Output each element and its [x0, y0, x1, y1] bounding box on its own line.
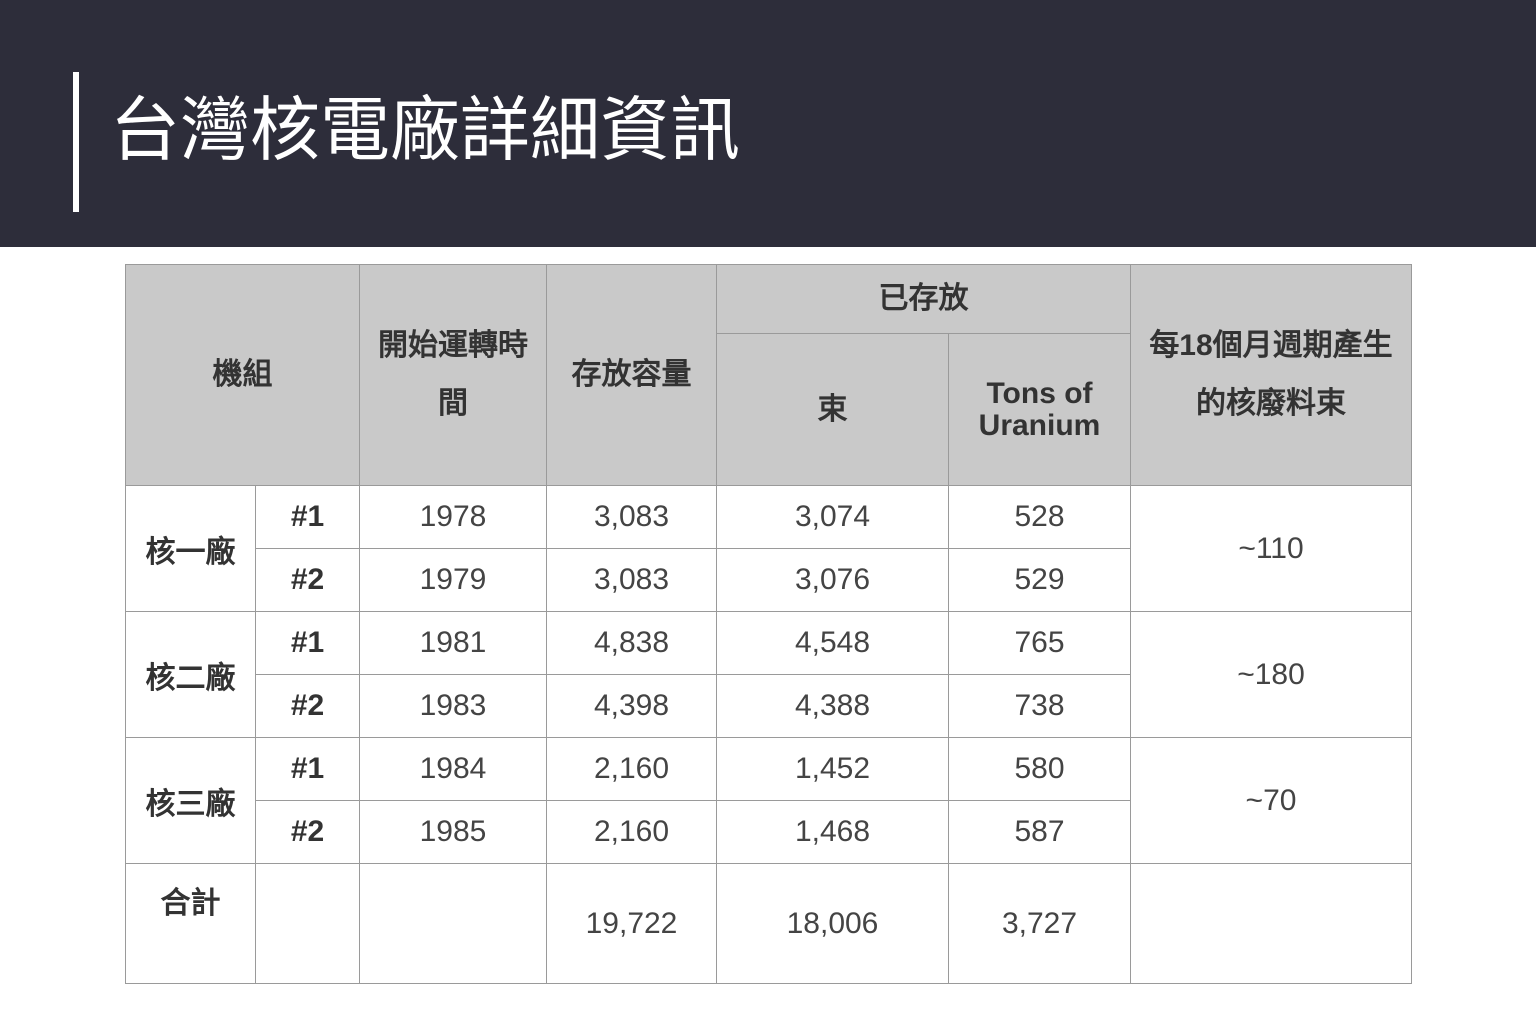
- total-bundles: 18,006: [716, 863, 949, 984]
- bundles: 3,076: [716, 548, 949, 612]
- header-cell: 機組: [125, 264, 360, 486]
- bundles: 1,468: [716, 800, 949, 864]
- bundles: 4,548: [716, 611, 949, 675]
- unit-id: #1: [255, 485, 360, 549]
- unit-id: #2: [255, 548, 360, 612]
- tons: 529: [948, 548, 1131, 612]
- header-cell: 開始運轉時間: [359, 264, 547, 486]
- header-cell: Tons of Uranium: [948, 333, 1131, 486]
- tons: 765: [948, 611, 1131, 675]
- header-cell: 每18個月週期產生的核廢料束: [1130, 264, 1412, 486]
- unit-row: 核二廠 #1 1981 4,838 4,548 765 ~180: [125, 611, 1412, 738]
- empty-cell: [359, 863, 547, 984]
- start-year: 1984: [359, 737, 547, 801]
- header-cell: 束: [716, 333, 949, 486]
- title: 台灣核電廠詳細資訊: [110, 91, 740, 169]
- empty-cell: [255, 863, 360, 984]
- unit-id: #1: [255, 737, 360, 801]
- title-accent: [73, 72, 79, 212]
- unit-row: #2 1983 4,398 4,388 738: [126, 674, 1412, 738]
- start-year: 1983: [359, 674, 547, 738]
- capacity: 4,398: [546, 674, 717, 738]
- plant-name: 核一廠: [125, 485, 256, 612]
- total-label: 合計: [125, 863, 256, 984]
- bundles: 3,074: [716, 485, 949, 549]
- capacity: 3,083: [546, 548, 717, 612]
- capacity: 2,160: [546, 800, 717, 864]
- unit-id: #1: [255, 611, 360, 675]
- per-cycle: ~110: [1130, 485, 1412, 612]
- start-year: 1985: [359, 800, 547, 864]
- tons: 587: [948, 800, 1131, 864]
- unit-id: #2: [255, 674, 360, 738]
- capacity: 4,838: [546, 611, 717, 675]
- unit-row: 核一廠 #1 1978 3,083 3,074 528 ~110: [125, 485, 1412, 612]
- plant-name: 核二廠: [125, 611, 256, 738]
- plant-table: 機組 開始運轉時間 存放容量 已存放 每18個月週期產生的核廢料束 束 Tons…: [125, 264, 1412, 984]
- header-cell: 存放容量: [546, 264, 717, 486]
- capacity: 3,083: [546, 485, 717, 549]
- unit-id: #2: [255, 800, 360, 864]
- total-row: 合計 19,722 18,006 3,727: [125, 863, 1412, 984]
- capacity: 2,160: [546, 737, 717, 801]
- start-year: 1981: [359, 611, 547, 675]
- tons: 580: [948, 737, 1131, 801]
- table-head: 機組 開始運轉時間 存放容量 已存放 每18個月週期產生的核廢料束 束 Tons…: [125, 264, 1412, 486]
- plant-name: 核三廠: [125, 737, 256, 864]
- header-band: [0, 0, 1536, 247]
- tons: 738: [948, 674, 1131, 738]
- unit-row: #2 1985 2,160 1,468 587: [126, 800, 1412, 864]
- header-cell: 已存放: [716, 264, 1131, 334]
- per-cycle: ~180: [1130, 611, 1412, 738]
- start-year: 1978: [359, 485, 547, 549]
- total-capacity: 19,722: [546, 863, 717, 984]
- per-cycle: ~70: [1130, 737, 1412, 864]
- tons: 528: [948, 485, 1131, 549]
- bundles: 4,388: [716, 674, 949, 738]
- table-body: 核一廠 #1 1978 3,083 3,074 528 ~110 #2 1979 3,083 3,0…: [125, 485, 1412, 984]
- empty-cell: [1130, 863, 1412, 984]
- total-tons: 3,727: [948, 863, 1131, 984]
- bundles: 1,452: [716, 737, 949, 801]
- start-year: 1979: [359, 548, 547, 612]
- unit-row: 核三廠 #1 1984 2,160 1,452 580 ~70: [125, 737, 1412, 864]
